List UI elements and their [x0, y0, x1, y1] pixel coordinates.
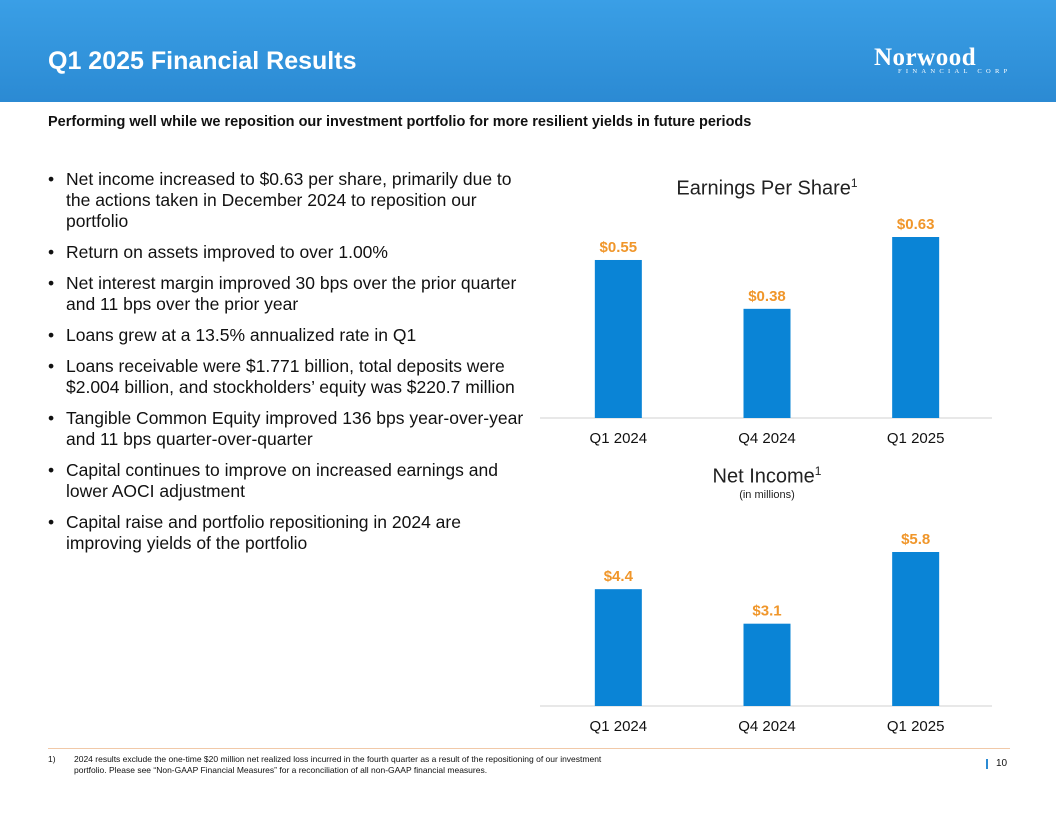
footnote-number: 1)	[48, 754, 56, 764]
x-tick-label: Q1 2025	[887, 718, 945, 735]
data-label: $3.1	[752, 603, 781, 620]
x-tick-label: Q1 2024	[590, 718, 648, 735]
bullet-item: Loans receivable were $1.771 billion, to…	[48, 356, 538, 398]
logo-subtitle: FINANCIAL CORP	[898, 68, 1012, 75]
bullet-item: Capital raise and portfolio repositionin…	[48, 512, 538, 554]
data-label: $0.38	[748, 288, 786, 305]
bar	[892, 552, 940, 706]
logo-wordmark: Norwood	[874, 44, 977, 71]
company-logo: Norwood FINANCIAL CORP	[874, 44, 1012, 80]
eps-bar-chart: $0.55 Q1 2024 $0.38 Q4 2024 $0.63 Q1 2025	[540, 216, 992, 447]
data-label: $4.4	[604, 568, 634, 585]
bar	[743, 623, 791, 706]
data-label: $0.63	[897, 216, 935, 233]
footnote-text: 2024 results exclude the one-time $20 mi…	[74, 754, 602, 775]
bar	[743, 308, 791, 418]
x-tick-label: Q1 2024	[590, 430, 648, 447]
eps-chart-title-sup: 1	[850, 176, 858, 190]
net-income-chart-title-sup: 1	[814, 464, 822, 478]
page-number: 10	[996, 758, 1008, 769]
net-income-chart-title: Net Income1	[540, 464, 994, 489]
x-tick-label: Q4 2024	[738, 718, 796, 735]
net-income-bar-chart: $4.4 Q1 2024 $3.1 Q4 2024 $5.8 Q1 2025	[540, 531, 992, 735]
page-title: Q1 2025 Financial Results	[48, 47, 357, 75]
bullet-item: Capital continues to improve on increase…	[48, 460, 538, 502]
eps-chart-title: Earnings Per Share1	[540, 176, 994, 201]
bullet-item: Loans grew at a 13.5% annualized rate in…	[48, 325, 538, 346]
x-tick-label: Q1 2025	[887, 430, 945, 447]
bullet-item: Net interest margin improved 30 bps over…	[48, 273, 538, 315]
header-banner: Q1 2025 Financial Results Norwood FINANC…	[0, 0, 1056, 102]
bar	[594, 589, 642, 706]
slide-subtitle: Performing well while we reposition our …	[48, 114, 752, 130]
net-income-chart-title-text: Net Income	[712, 465, 815, 488]
bullet-item: Tangible Common Equity improved 136 bps …	[48, 408, 538, 450]
eps-chart-title-text: Earnings Per Share	[676, 177, 851, 200]
page-number-bar	[986, 759, 988, 769]
highlights-list: Net income increased to $0.63 per share,…	[48, 169, 538, 564]
footnote-divider	[48, 748, 1010, 749]
net-income-chart-subtitle: (in millions)	[739, 489, 795, 501]
bullet-item: Return on assets improved to over 1.00%	[48, 242, 538, 263]
bullet-item: Net income increased to $0.63 per share,…	[48, 169, 538, 232]
data-label: $5.8	[901, 531, 930, 548]
bar	[892, 237, 940, 418]
data-label: $0.55	[600, 239, 638, 256]
x-tick-label: Q4 2024	[738, 430, 796, 447]
bar	[594, 259, 642, 418]
